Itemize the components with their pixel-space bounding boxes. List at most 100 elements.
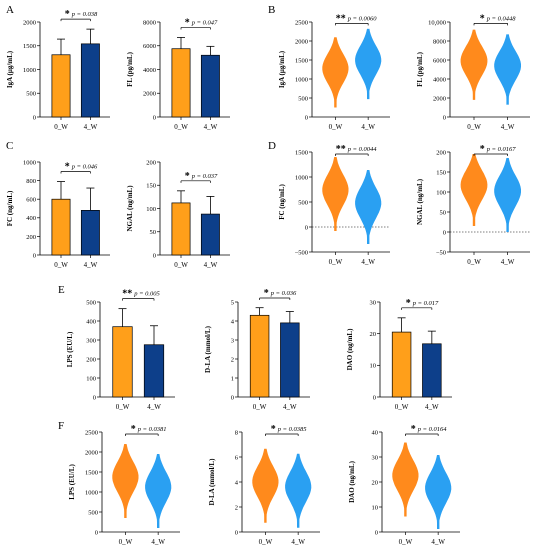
panel-label-a: A xyxy=(6,4,14,16)
panel-label-c: C xyxy=(6,140,14,152)
y-tick-label: 1500 xyxy=(295,149,308,156)
chart-5: 0 50 100 150 200 NGAL (ng/mL) 0_W 4_W * p = 0.037 xyxy=(126,159,230,269)
p-value-label: p = 0.036 xyxy=(270,290,297,297)
y-tick-label: −500 xyxy=(295,249,308,256)
x-tick-label: 4_W xyxy=(204,261,218,269)
y-tick-label: 100 xyxy=(436,189,446,196)
y-axis-label: FC (ng/mL) xyxy=(6,190,14,226)
y-tick-label: 500 xyxy=(298,199,308,206)
y-tick-label: 200 xyxy=(26,234,36,241)
p-value-label: p = 0.0167 xyxy=(486,146,517,153)
y-tick-label: 600 xyxy=(26,197,36,204)
y-tick-label: 10 xyxy=(372,504,379,511)
x-tick-label: 4_W xyxy=(84,261,98,269)
violin-4_W xyxy=(425,455,452,529)
x-tick-label: 4_W xyxy=(501,258,515,266)
y-tick-label: 0 xyxy=(373,394,376,401)
y-tick-label: 30 xyxy=(372,454,379,461)
y-tick-label: 4000 xyxy=(433,76,446,83)
y-tick-label: 2500 xyxy=(85,429,98,436)
x-tick-label: 0_W xyxy=(116,403,130,411)
y-tick-label: 150 xyxy=(436,169,446,176)
y-tick-label: 1000 xyxy=(85,489,98,496)
y-tick-label: 2000 xyxy=(143,91,156,98)
y-tick-label: 0 xyxy=(153,252,156,259)
y-tick-label: 0 xyxy=(33,252,36,259)
y-axis-label: FL (pg/mL) xyxy=(416,51,424,86)
y-axis-label: DAO (ng/mL) xyxy=(348,460,356,502)
violin-0_W xyxy=(460,154,488,226)
chart-7: −50 0 50 100 150 200 NGAL (ng/mL) 0_W 4_W * p = 0.… xyxy=(416,144,530,266)
y-tick-label: 30 xyxy=(370,299,377,306)
y-tick-label: 20 xyxy=(372,479,379,486)
significance-stars: * xyxy=(65,9,70,20)
y-axis-label: LPS (EU/L) xyxy=(68,464,76,500)
p-value-label: p = 0.0385 xyxy=(277,426,308,433)
x-tick-label: 0_W xyxy=(54,123,68,131)
y-tick-label: 0 xyxy=(235,529,238,536)
y-tick-label: 0 xyxy=(305,114,308,121)
y-tick-label: 200 xyxy=(86,356,96,363)
bar-4_W xyxy=(143,344,165,398)
chart-8: 0 100 200 300 400 500 LPS (EU/L) 0_W 4_W ** p = 0.… xyxy=(66,289,175,411)
violin-0_W xyxy=(252,448,279,523)
x-tick-label: 4_W xyxy=(291,538,305,546)
p-value-label: p = 0.0164 xyxy=(417,426,448,433)
y-axis-label: D-LA (mmol/L) xyxy=(204,325,212,373)
violin-4_W xyxy=(355,170,382,244)
bar-0_W xyxy=(171,48,191,118)
y-tick-label: 2 xyxy=(235,504,238,511)
y-axis-label: NGAL (ng/mL) xyxy=(416,178,424,225)
significance-stars: * xyxy=(406,298,411,309)
chart-3: 0 2000 4000 6000 8000 10,000 FL (pg/mL) 0_W 4_W *… xyxy=(416,13,530,131)
significance-stars: ** xyxy=(336,144,346,155)
x-tick-label: 0_W xyxy=(54,261,68,269)
y-tick-label: 800 xyxy=(26,178,36,185)
bar-4_W xyxy=(200,54,220,118)
x-tick-label: 4_W xyxy=(361,258,375,266)
y-axis-label: DAO (ng/mL) xyxy=(346,328,354,370)
y-tick-label: 4 xyxy=(235,479,239,486)
y-tick-label: 1000 xyxy=(23,159,36,166)
x-tick-label: 0_W xyxy=(259,538,273,546)
x-tick-label: 4_W xyxy=(425,403,439,411)
significance-stars: * xyxy=(185,171,190,182)
y-tick-label: 200 xyxy=(146,159,156,166)
y-tick-label: 8000 xyxy=(143,19,156,26)
x-tick-label: 0_W xyxy=(467,123,481,131)
y-tick-label: 50 xyxy=(440,209,447,216)
chart-4: 0 200 400 600 800 1000 FC (ng/mL) 0_W 4_W * p = 0.… xyxy=(6,159,110,269)
x-tick-label: 0_W xyxy=(174,261,188,269)
violin-4_W xyxy=(494,158,521,232)
y-tick-label: 0 xyxy=(443,229,446,236)
x-tick-label: 4_W xyxy=(501,123,515,131)
y-tick-label: 400 xyxy=(86,318,96,325)
x-tick-label: 0_W xyxy=(253,403,267,411)
significance-stars: ** xyxy=(122,289,132,300)
y-tick-label: 1500 xyxy=(295,57,308,64)
y-tick-label: 1500 xyxy=(85,469,98,476)
panel-label-b: B xyxy=(268,4,276,16)
bar-0_W xyxy=(249,314,270,398)
y-tick-label: 1000 xyxy=(295,174,308,181)
y-tick-label: 6 xyxy=(235,454,239,461)
p-value-label: p = 0.017 xyxy=(412,300,439,307)
bar-4_W xyxy=(80,210,100,256)
x-tick-label: 0_W xyxy=(467,258,481,266)
bar-4_W xyxy=(280,322,300,398)
y-tick-label: 2 xyxy=(231,356,234,363)
y-tick-label: 8 xyxy=(235,429,238,436)
x-tick-label: 0_W xyxy=(329,258,343,266)
bar-0_W xyxy=(51,54,71,118)
y-tick-label: 500 xyxy=(88,509,98,516)
y-tick-label: 0 xyxy=(93,394,96,401)
x-tick-label: 4_W xyxy=(431,538,445,546)
violin-0_W xyxy=(392,442,419,517)
y-axis-label: IgA (μg/mL) xyxy=(278,50,286,88)
y-tick-label: 0 xyxy=(33,114,36,121)
significance-stars: * xyxy=(480,13,485,24)
y-tick-label: 1000 xyxy=(295,76,308,83)
p-value-label: p = 0.047 xyxy=(191,19,218,26)
